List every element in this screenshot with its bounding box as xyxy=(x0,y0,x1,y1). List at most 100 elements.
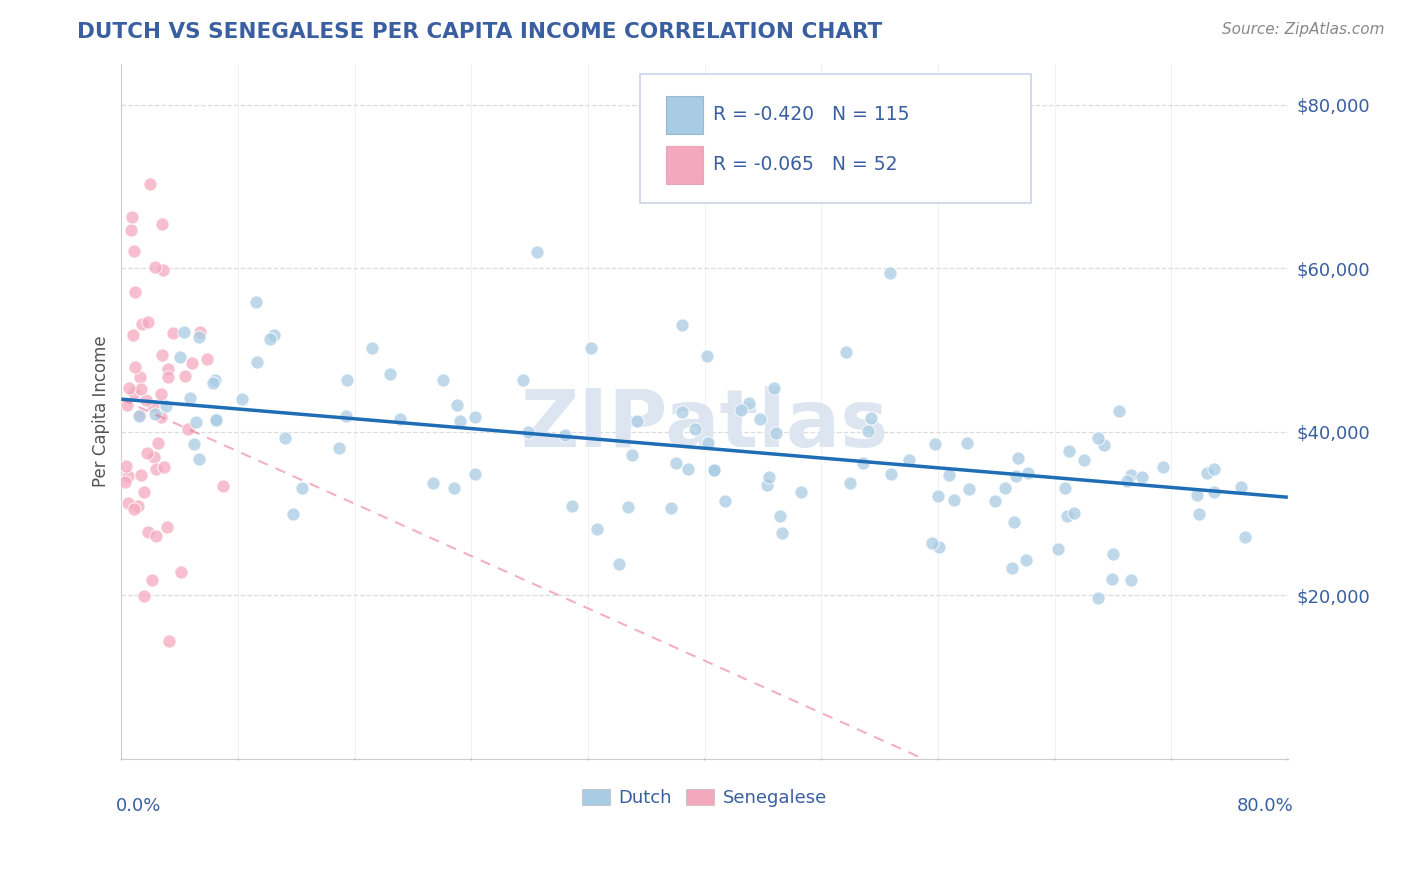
Point xyxy=(1119,468,1142,483)
Point xyxy=(124,501,146,516)
Point xyxy=(927,489,949,503)
Point xyxy=(860,410,883,425)
Point xyxy=(683,422,706,436)
Point xyxy=(1234,529,1257,543)
Point xyxy=(758,470,780,484)
Point xyxy=(129,467,152,482)
Point xyxy=(291,481,314,495)
Point xyxy=(1056,508,1078,523)
Point xyxy=(1108,403,1130,417)
Point xyxy=(122,244,145,258)
Point xyxy=(122,327,145,342)
FancyBboxPatch shape xyxy=(666,95,703,134)
Point xyxy=(162,326,184,341)
Point xyxy=(150,217,173,231)
Point xyxy=(839,476,862,491)
Point xyxy=(956,436,979,450)
Point xyxy=(131,318,153,332)
Point xyxy=(835,344,858,359)
Point xyxy=(898,452,921,467)
Point xyxy=(204,373,226,387)
Point xyxy=(263,328,285,343)
Point xyxy=(150,387,173,401)
Point xyxy=(142,400,165,414)
Point xyxy=(790,484,813,499)
Point xyxy=(201,376,224,391)
Point xyxy=(124,359,146,374)
Point xyxy=(1101,572,1123,586)
Point xyxy=(117,469,139,483)
Point xyxy=(769,509,792,524)
Point xyxy=(1092,438,1115,452)
Point xyxy=(526,244,548,259)
Point xyxy=(703,463,725,477)
Point xyxy=(1057,443,1080,458)
Point xyxy=(1188,507,1211,521)
Point xyxy=(749,412,772,426)
Point xyxy=(938,467,960,482)
Point xyxy=(173,325,195,339)
Point xyxy=(134,393,156,408)
Point xyxy=(122,386,145,401)
Point xyxy=(443,482,465,496)
Point xyxy=(880,467,903,481)
Point xyxy=(665,456,688,470)
Point xyxy=(204,413,226,427)
Point xyxy=(512,373,534,387)
Point xyxy=(738,396,761,410)
Point xyxy=(696,435,718,450)
Point xyxy=(120,223,142,237)
Point xyxy=(696,349,718,363)
Text: DUTCH VS SENEGALESE PER CAPITA INCOME CORRELATION CHART: DUTCH VS SENEGALESE PER CAPITA INCOME CO… xyxy=(77,22,883,42)
Point xyxy=(134,484,156,499)
Point xyxy=(1015,553,1038,567)
Point xyxy=(957,482,980,496)
Point xyxy=(152,263,174,277)
Point xyxy=(173,368,195,383)
Point xyxy=(1002,516,1025,530)
Point xyxy=(924,437,946,451)
Point xyxy=(129,370,152,384)
Point xyxy=(177,422,200,436)
Point xyxy=(114,475,136,489)
Y-axis label: Per Capita Income: Per Capita Income xyxy=(93,335,110,487)
Point xyxy=(141,573,163,587)
Point xyxy=(994,481,1017,495)
Point xyxy=(1073,453,1095,467)
Point xyxy=(579,341,602,355)
Point xyxy=(143,260,166,274)
Point xyxy=(1202,484,1225,499)
Point xyxy=(195,352,218,367)
Point xyxy=(856,424,879,438)
Point xyxy=(129,408,152,422)
Point xyxy=(765,426,787,441)
Point xyxy=(183,436,205,450)
Point xyxy=(561,499,583,513)
Point xyxy=(943,493,966,508)
Point xyxy=(170,566,193,580)
Point xyxy=(389,412,412,426)
Point xyxy=(131,382,153,396)
Point xyxy=(136,315,159,329)
Point xyxy=(659,501,682,516)
Point xyxy=(146,435,169,450)
Point xyxy=(730,403,752,417)
Point xyxy=(1053,481,1076,495)
Point xyxy=(671,318,693,332)
Point xyxy=(621,448,644,462)
FancyBboxPatch shape xyxy=(666,145,703,184)
Point xyxy=(449,414,471,428)
Point xyxy=(770,525,793,540)
Point xyxy=(117,496,139,510)
Point xyxy=(1185,488,1208,502)
Point xyxy=(231,392,253,406)
Point xyxy=(928,540,950,554)
Point xyxy=(246,355,269,369)
Point xyxy=(180,356,202,370)
Text: 0.0%: 0.0% xyxy=(115,797,160,815)
Text: R = -0.420   N = 115: R = -0.420 N = 115 xyxy=(713,105,910,124)
Point xyxy=(1202,462,1225,476)
Point xyxy=(432,373,454,387)
Point xyxy=(1115,474,1137,488)
Point xyxy=(149,410,172,425)
